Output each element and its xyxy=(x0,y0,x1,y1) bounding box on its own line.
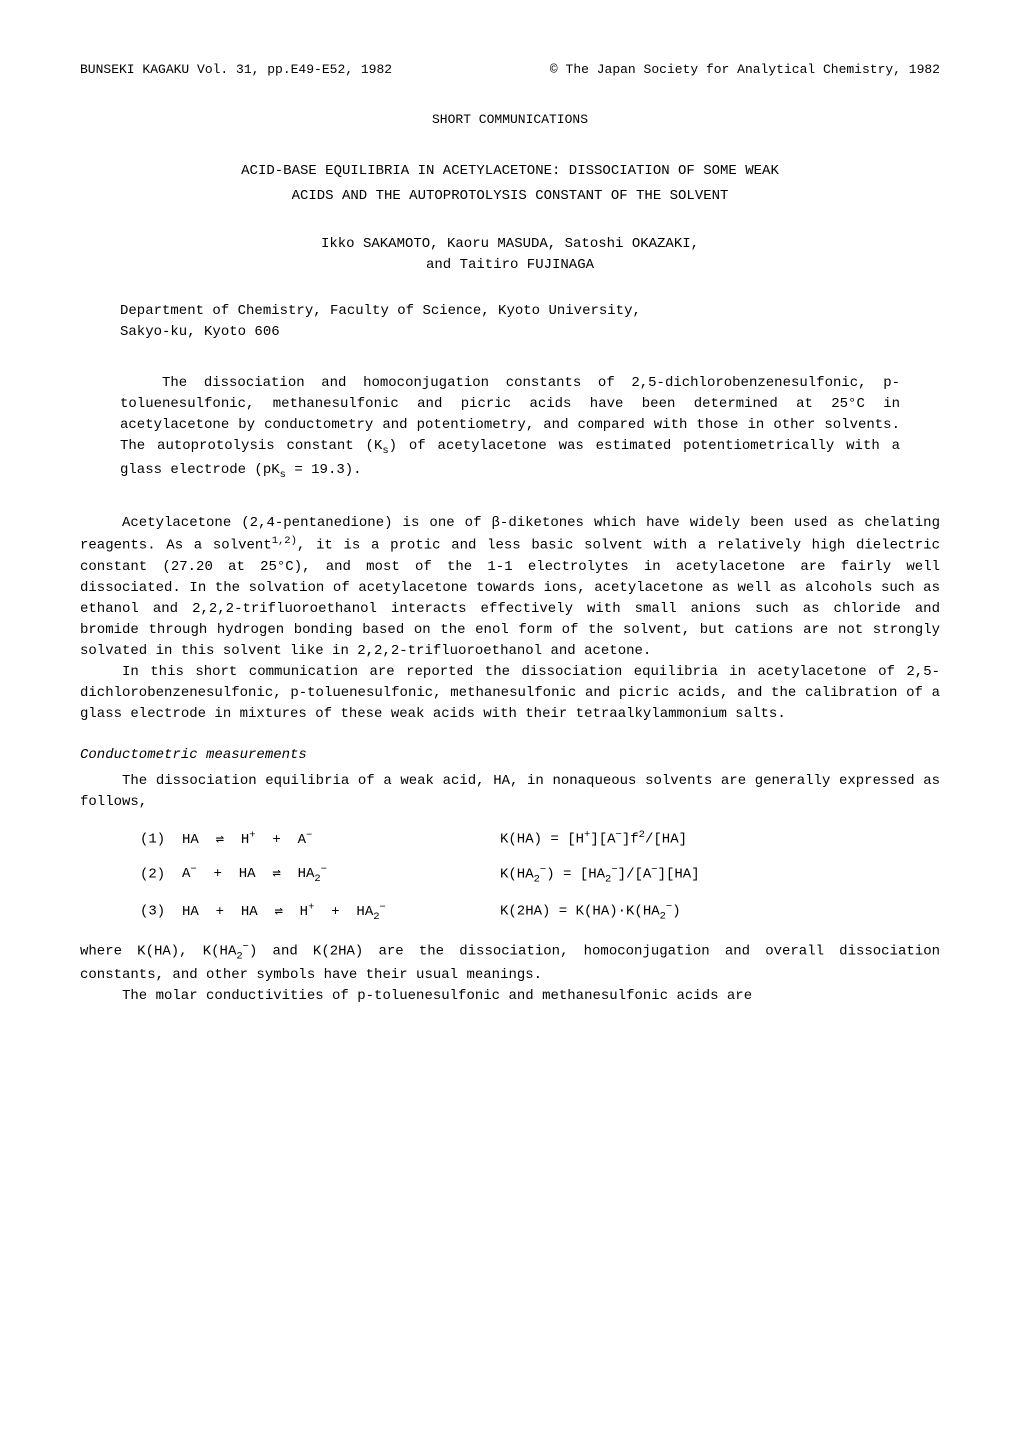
authors-line-1: Ikko SAKAMOTO, Kaoru MASUDA, Satoshi OKA… xyxy=(160,234,860,255)
equation-row: (2) A− + HA ⇌ HA2− K(HA2−) = [HA2−]/[A−]… xyxy=(140,863,940,888)
title-line-1: ACID-BASE EQUILIBRIA IN ACETYLACETONE: D… xyxy=(80,159,940,184)
eq-reaction: A− + HA ⇌ HA2− xyxy=(182,866,327,882)
equation-right: K(2HA) = K(HA)·K(HA2−) xyxy=(500,900,940,925)
affiliation-line-2: Sakyo-ku, Kyoto 606 xyxy=(120,322,900,343)
authors: Ikko SAKAMOTO, Kaoru MASUDA, Satoshi OKA… xyxy=(80,234,940,276)
conducto-intro: The dissociation equilibria of a weak ac… xyxy=(80,771,940,813)
eq-num: (3) xyxy=(140,904,165,920)
title-line-2: ACIDS AND THE AUTOPROTOLYSIS CONSTANT OF… xyxy=(80,184,940,209)
equation-left: (3) HA + HA ⇌ H+ + HA2− xyxy=(140,900,500,925)
body-para-1-text: Acetylacetone (2,4-pentanedione) is one … xyxy=(80,513,940,662)
copyright: © The Japan Society for Analytical Chemi… xyxy=(550,60,940,80)
affiliation: Department of Chemistry, Faculty of Scie… xyxy=(80,301,940,343)
closing-para-2: The molar conductivities of p-toluenesul… xyxy=(80,986,940,1007)
eq-num: (2) xyxy=(140,866,165,882)
equation-right: K(HA) = [H+][A−]f2/[HA] xyxy=(500,828,940,851)
eq-num: (1) xyxy=(140,832,165,848)
journal-header: BUNSEKI KAGAKU Vol. 31, pp.E49-E52, 1982… xyxy=(80,60,940,80)
body-para-2-text: In this short communication are reported… xyxy=(80,662,940,725)
equation-left: (2) A− + HA ⇌ HA2− xyxy=(140,863,500,888)
section-label: SHORT COMMUNICATIONS xyxy=(80,110,940,130)
authors-line-2: and Taitiro FUJINAGA xyxy=(160,255,860,276)
abstract-text: The dissociation and homoconjugation con… xyxy=(120,373,900,483)
equation-row: (1) HA ⇌ H+ + A− K(HA) = [H+][A−]f2/[HA] xyxy=(140,828,940,851)
section-heading: Conductometric measurements xyxy=(80,745,940,766)
closing-paragraphs: where K(HA), K(HA2−) and K(2HA) are the … xyxy=(80,940,940,1007)
equation-right: K(HA2−) = [HA2−]/[A−][HA] xyxy=(500,863,940,888)
equation-row: (3) HA + HA ⇌ H+ + HA2− K(2HA) = K(HA)·K… xyxy=(140,900,940,925)
eq-reaction: HA ⇌ H+ + A− xyxy=(182,832,312,848)
affiliation-line-1: Department of Chemistry, Faculty of Scie… xyxy=(120,301,900,322)
equations-block: (1) HA ⇌ H+ + A− K(HA) = [H+][A−]f2/[HA]… xyxy=(140,828,940,925)
eq-reaction: HA + HA ⇌ H+ + HA2− xyxy=(182,904,386,920)
closing-para-1: where K(HA), K(HA2−) and K(2HA) are the … xyxy=(80,940,940,986)
journal-citation: BUNSEKI KAGAKU Vol. 31, pp.E49-E52, 1982 xyxy=(80,60,392,80)
conducto-intro-text: The dissociation equilibria of a weak ac… xyxy=(80,771,940,813)
abstract: The dissociation and homoconjugation con… xyxy=(80,373,940,483)
equation-left: (1) HA ⇌ H+ + A− xyxy=(140,828,500,851)
body-paragraph-1: Acetylacetone (2,4-pentanedione) is one … xyxy=(80,513,940,725)
article-title: ACID-BASE EQUILIBRIA IN ACETYLACETONE: D… xyxy=(80,159,940,209)
